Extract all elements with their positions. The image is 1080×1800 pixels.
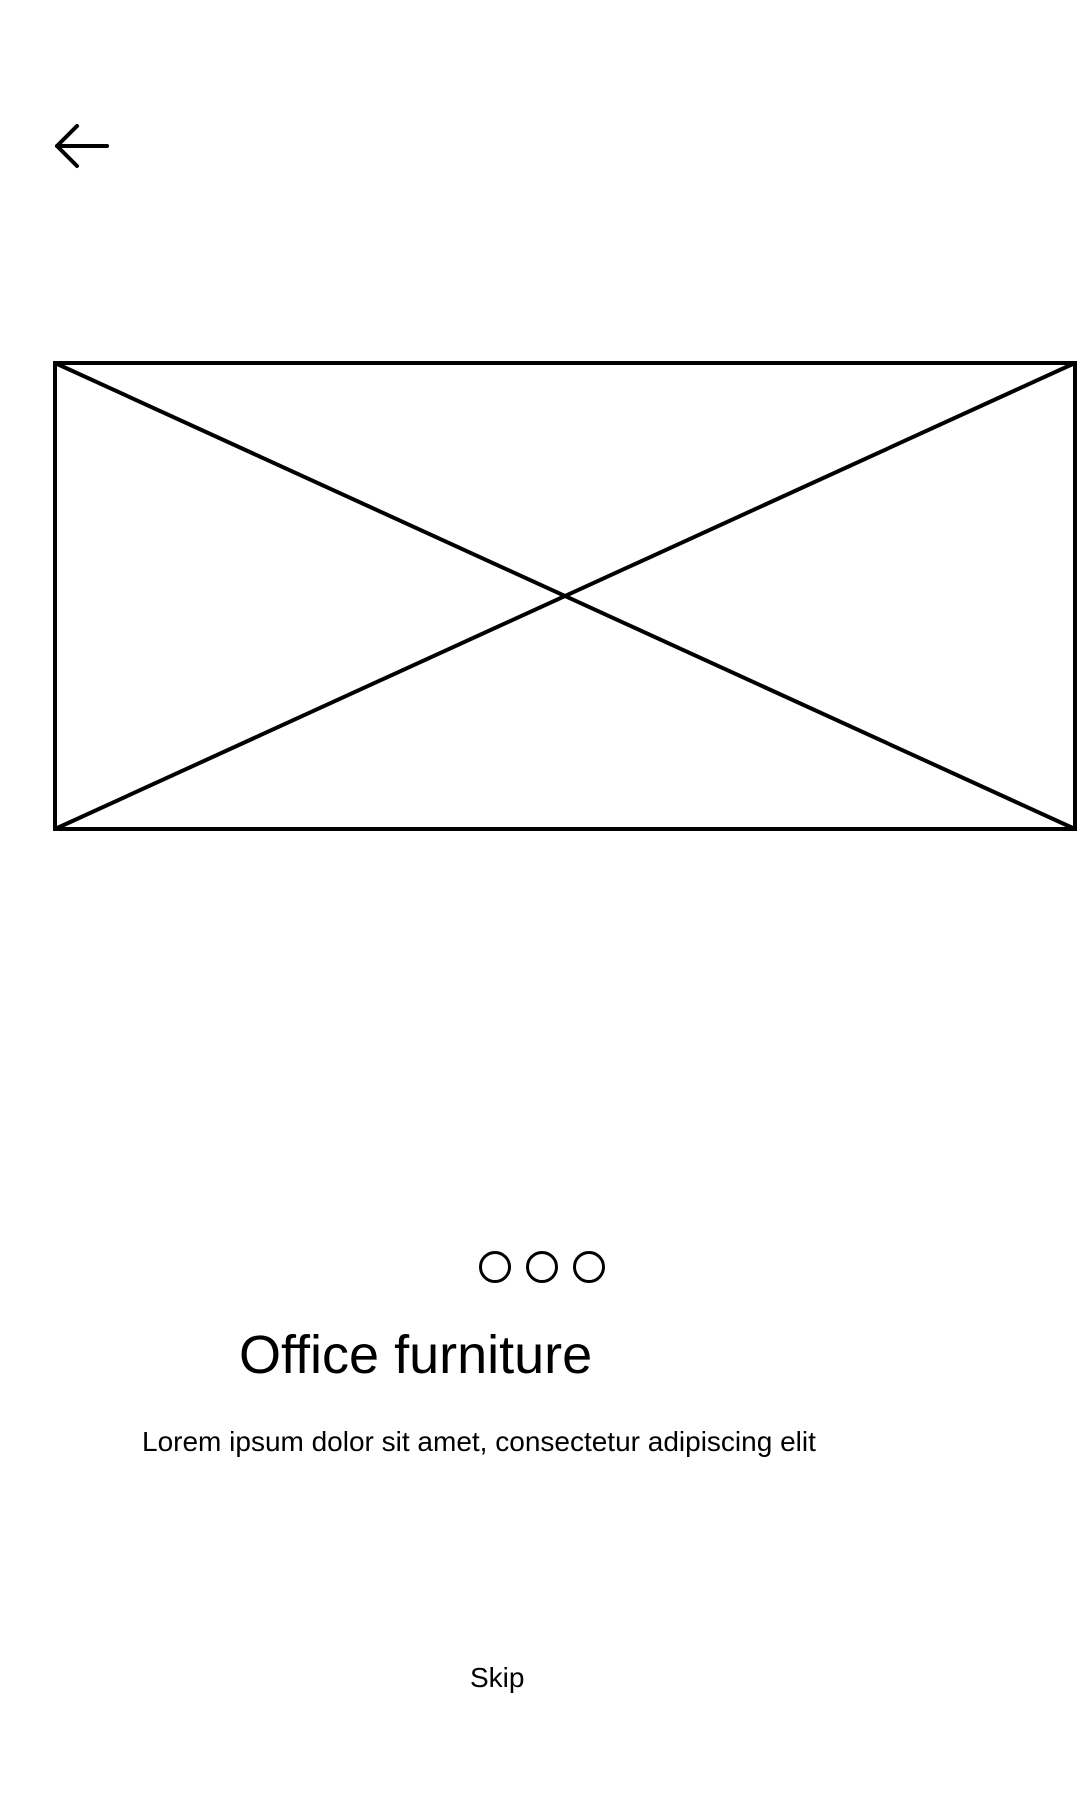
hero-image-placeholder bbox=[53, 361, 1077, 831]
back-button[interactable] bbox=[52, 118, 112, 174]
page-dot[interactable] bbox=[479, 1251, 511, 1283]
arrow-left-icon bbox=[55, 124, 109, 168]
page-indicator bbox=[479, 1251, 605, 1283]
page-dot[interactable] bbox=[573, 1251, 605, 1283]
skip-button[interactable]: Skip bbox=[470, 1662, 525, 1693]
page-description: Lorem ipsum dolor sit amet, consectetur … bbox=[142, 1426, 816, 1457]
page-dot[interactable] bbox=[526, 1251, 558, 1283]
page-title: Office furniture bbox=[239, 1325, 593, 1385]
